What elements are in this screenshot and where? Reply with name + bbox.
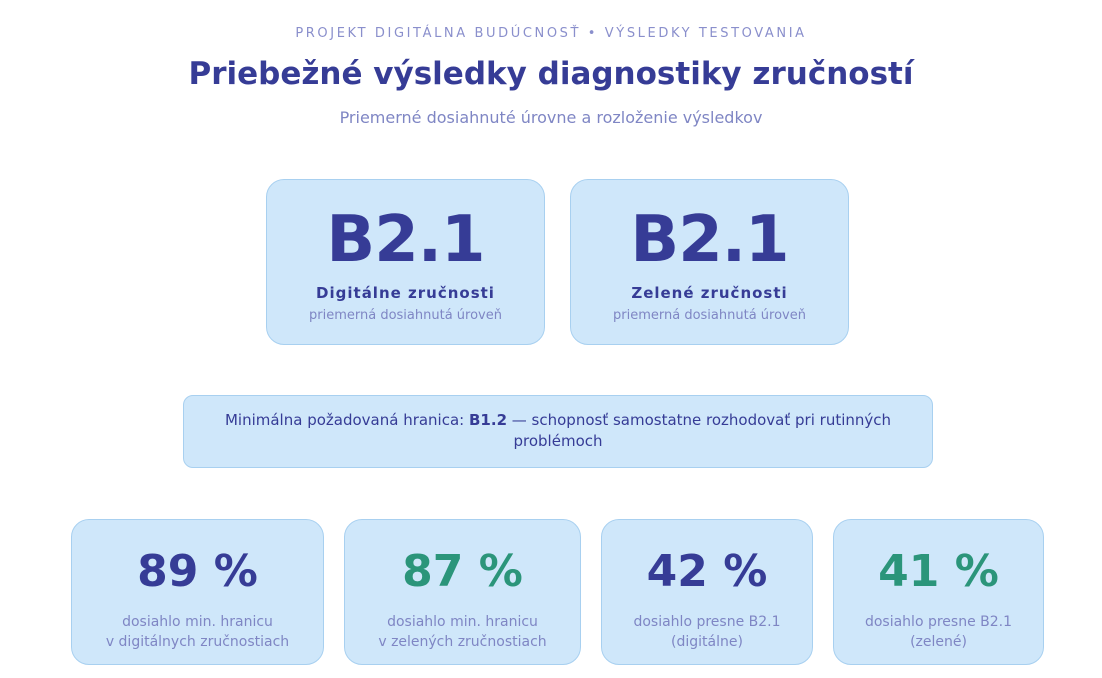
threshold-prefix: Minimálna požadovaná hranica: (224, 411, 469, 429)
stat-desc: dosiahlo min. hranicu (387, 614, 538, 630)
stat-desc: dosiahlo min. hranicu (122, 614, 273, 630)
level-label: Zelené zručnosti (631, 284, 788, 302)
level-label: Digitálne zručnosti (316, 284, 495, 302)
threshold-level: B1.2 (469, 411, 508, 429)
threshold-note: Minimálna požadovaná hranica: B1.2 — sch… (183, 395, 933, 468)
stat-value: 87 % (402, 546, 523, 597)
stat-card: 41 % dosiahlo presne B2.1 (zelené) (833, 519, 1044, 665)
level-value: B2.1 (630, 203, 789, 277)
level-card-digital: B2.1 Digitálne zručnosti priemerná dosia… (266, 179, 545, 345)
stat-desc: dosiahlo presne B2.1 (864, 614, 1013, 630)
level-card-green: B2.1 Zelené zručnosti priemerná dosiahnu… (570, 179, 849, 345)
stat-desc: v zelených zručnostiach (378, 634, 547, 650)
kicker: PROJEKT DIGITÁLNA BUDÚCNOSŤ • VÝSLEDKY T… (295, 26, 807, 41)
stat-desc: (digitálne) (671, 634, 743, 650)
stat-desc: dosiahlo presne B2.1 (633, 614, 781, 630)
level-value: B2.1 (326, 203, 485, 277)
stat-card: 89 % dosiahlo min. hranicu v digitálnych … (71, 519, 324, 665)
threshold-suffix: — schopnosť samostatne rozhodovať pri ru… (507, 411, 892, 450)
level-sub: priemerná dosiahnutá úroveň (613, 308, 806, 323)
stat-value: 42 % (646, 546, 768, 597)
page-subtitle: Priemerné dosiahnuté úrovne a rozloženie… (339, 108, 763, 127)
stat-card: 87 % dosiahlo min. hranicu v zelených zru… (344, 519, 581, 665)
stat-desc: (zelené) (910, 634, 967, 650)
stat-card: 42 % dosiahlo presne B2.1 (digitálne) (601, 519, 813, 665)
stat-value: 41 % (878, 546, 999, 597)
page-title: Priebežné výsledky diagnostiky zručností (188, 56, 914, 92)
stat-desc: v digitálnych zručnostiach (105, 634, 290, 650)
stat-value: 89 % (137, 546, 258, 597)
level-sub: priemerná dosiahnutá úroveň (309, 308, 502, 323)
